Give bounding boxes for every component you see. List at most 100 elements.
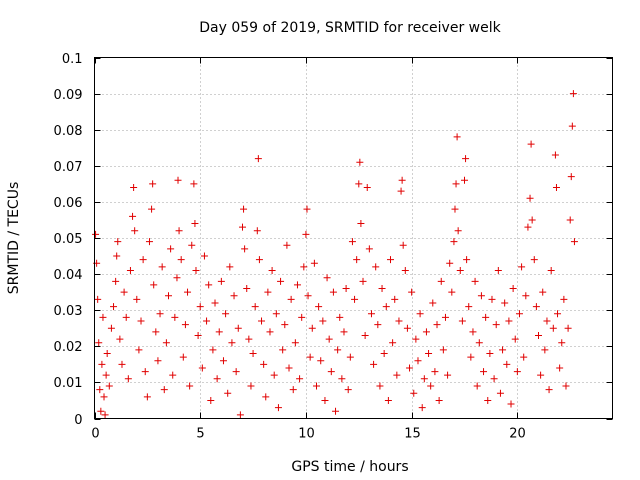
data-point <box>264 288 272 296</box>
data-point <box>453 133 461 141</box>
data-point <box>207 396 215 404</box>
data-point <box>179 353 187 361</box>
data-point <box>258 317 266 325</box>
data-point <box>190 180 198 188</box>
data-point <box>378 285 386 293</box>
data-point <box>323 274 331 282</box>
data-point <box>97 407 105 415</box>
data-point <box>112 277 120 285</box>
data-point <box>270 371 278 379</box>
data-point <box>306 353 314 361</box>
data-point <box>416 310 424 318</box>
data-point <box>492 321 500 329</box>
data-point <box>234 324 242 332</box>
data-point <box>143 393 151 401</box>
data-point <box>475 339 483 347</box>
data-point <box>403 324 411 332</box>
data-point <box>568 122 576 130</box>
data-point <box>303 205 311 213</box>
data-point <box>549 324 557 332</box>
data-point <box>363 183 371 191</box>
data-point <box>169 371 177 379</box>
data-point <box>247 382 255 390</box>
data-point <box>293 281 301 289</box>
data-point <box>96 386 104 394</box>
data-point <box>513 368 521 376</box>
data-point <box>243 285 251 293</box>
data-point <box>558 339 566 347</box>
data-point <box>380 350 388 358</box>
data-point <box>484 396 492 404</box>
data-point <box>100 393 108 401</box>
data-point <box>463 256 471 264</box>
data-point <box>228 339 236 347</box>
data-point <box>437 277 445 285</box>
data-point <box>528 216 536 224</box>
data-point <box>433 321 441 329</box>
data-point <box>133 295 141 303</box>
data-point <box>412 335 420 343</box>
y-tick-label: 0.01 <box>54 376 83 391</box>
data-point <box>425 350 433 358</box>
data-point <box>526 194 534 202</box>
data-point <box>194 331 202 339</box>
data-point <box>420 375 428 383</box>
data-point <box>245 335 253 343</box>
data-point <box>224 389 232 397</box>
data-point <box>255 256 263 264</box>
data-point <box>102 371 110 379</box>
data-point <box>103 350 111 358</box>
data-point <box>313 382 320 390</box>
data-point <box>279 346 287 354</box>
data-point <box>317 357 325 365</box>
data-point <box>266 328 274 336</box>
data-point <box>296 375 304 383</box>
data-point <box>277 277 285 285</box>
data-point <box>520 353 528 361</box>
data-point <box>429 299 437 307</box>
data-point <box>334 346 342 354</box>
data-point <box>226 263 234 271</box>
x-tick-label: 5 <box>196 427 204 442</box>
data-point <box>107 324 115 332</box>
data-point <box>427 382 435 390</box>
data-point <box>346 353 354 361</box>
data-point <box>535 331 542 339</box>
data-point <box>325 335 333 343</box>
data-point <box>110 303 118 311</box>
data-point <box>395 317 403 325</box>
data-point <box>509 285 517 293</box>
data-point <box>310 259 318 267</box>
data-point <box>353 256 361 264</box>
data-point <box>391 295 399 303</box>
data-point <box>469 328 477 336</box>
data-point <box>287 295 295 303</box>
data-point <box>249 350 257 358</box>
data-point <box>482 313 490 321</box>
data-point <box>569 90 577 98</box>
data-point <box>562 382 570 390</box>
data-point <box>262 393 270 401</box>
data-point <box>332 407 340 415</box>
data-point <box>196 303 204 311</box>
data-point <box>541 346 549 354</box>
data-point <box>209 346 217 354</box>
data-point <box>158 263 166 271</box>
data-point <box>105 382 113 390</box>
data-point <box>418 404 426 412</box>
data-point <box>302 230 310 238</box>
data-point <box>501 299 509 307</box>
data-point <box>372 263 380 271</box>
data-point <box>230 292 238 300</box>
data-point <box>566 216 574 224</box>
data-point <box>150 281 158 289</box>
data-point <box>348 238 356 246</box>
data-point <box>524 223 532 231</box>
data-point <box>564 324 572 332</box>
data-point <box>556 364 564 372</box>
x-axis-ticks: 0 5 10 15 20 <box>91 57 526 442</box>
x-tick-label: 10 <box>298 427 315 442</box>
data-point <box>192 266 200 274</box>
data-points <box>92 90 578 419</box>
data-point <box>141 368 149 376</box>
